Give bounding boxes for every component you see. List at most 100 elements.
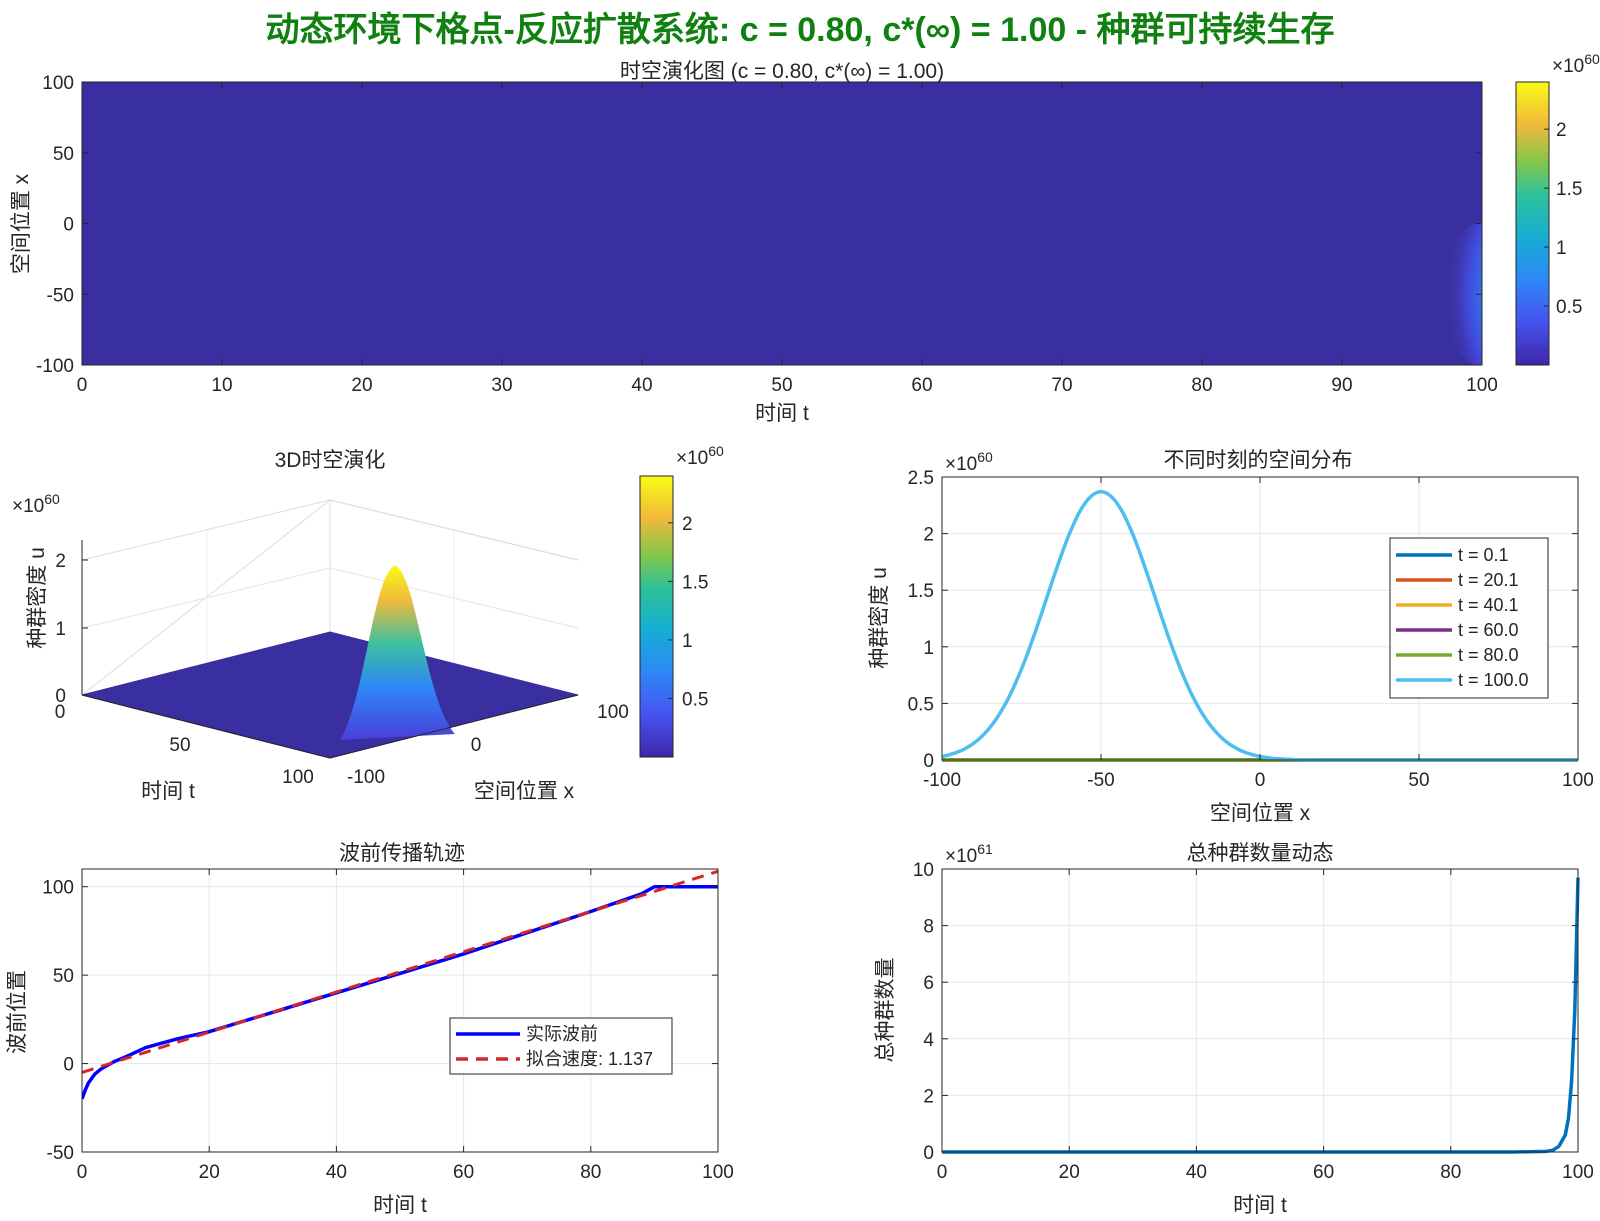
y-tick-label: 10 — [913, 860, 934, 881]
y-tick-label: 2.5 — [908, 468, 934, 489]
spatial-panel: 不同时刻的空间分布 -100 -50 0 50 100 0 0.5 1 1.5 2 2.5 ×10… — [868, 449, 1594, 825]
y-tick-label: 0 — [923, 751, 934, 772]
x-tick-label: 100 — [1466, 375, 1498, 396]
legend-entry: 实际波前 — [526, 1024, 598, 1044]
y-tick-label: 1 — [923, 638, 934, 659]
x-tick-label: 60 — [1313, 1162, 1334, 1183]
surface-colorbar-exponent: ×1060 — [676, 443, 724, 469]
x-tick-label: 80 — [1191, 375, 1212, 396]
x-tick-label: 20 — [351, 375, 372, 396]
legend-entry: t = 100.0 — [1458, 670, 1529, 690]
y-tick-label: 0 — [63, 1055, 74, 1076]
x-tick-label: 80 — [1440, 1162, 1461, 1183]
legend-entry: t = 0.1 — [1458, 545, 1509, 565]
population-ylabel: 总种群数量 — [874, 958, 897, 1063]
spatial-legend: t = 0.1 t = 20.1 t = 40.1 t = 60.0 t = 80.0 t… — [1389, 537, 1549, 699]
y-tick-label: 50 — [53, 966, 74, 987]
spatial-title: 不同时刻的空间分布 — [1164, 449, 1353, 472]
y-tick-label: 0 — [63, 215, 74, 236]
heatmap-hotspot — [1444, 222, 1482, 365]
y-tick-label: -50 — [47, 1143, 74, 1164]
x-tick-label: 20 — [199, 1162, 220, 1183]
colorbar-tick-label: 1.5 — [682, 572, 708, 593]
x-tick-label: 100 — [702, 1162, 734, 1183]
colorbar-tick-label: 1 — [682, 631, 693, 652]
x-tick-label: 0 — [77, 375, 88, 396]
y-tick-label: 0.5 — [908, 694, 934, 715]
z-tick-label: 0 — [55, 686, 66, 707]
x-tick-label: 100 — [1562, 1162, 1594, 1183]
x-tick-label: 40 — [326, 1162, 347, 1183]
surface-x-tick: -100 — [347, 767, 385, 788]
y-tick-label: 8 — [923, 917, 934, 938]
colorbar-tick-label: 1 — [1556, 238, 1567, 259]
y-tick-label: 2 — [923, 1086, 934, 1107]
surface-x-tick: 100 — [597, 702, 629, 723]
x-tick-label: 0 — [1255, 770, 1266, 791]
wavefront-xlabel: 时间 t — [373, 1194, 427, 1217]
surface-floor — [81, 631, 579, 759]
colorbar-tick-label: 0.5 — [1556, 297, 1582, 318]
surface-title: 3D时空演化 — [275, 449, 386, 472]
x-tick-label: 0 — [937, 1162, 948, 1183]
x-tick-label: -50 — [1087, 770, 1114, 791]
x-tick-label: 0 — [77, 1162, 88, 1183]
y-tick-label: 1.5 — [908, 581, 934, 602]
wavefront-ylabel: 波前位置 — [6, 970, 29, 1054]
heatmap-panel: 时空演化图 (c = 0.80, c*(∞) = 1.00) 0 10 20 30 40… — [10, 51, 1600, 425]
surface-panel: 3D时空演化 0 1 2 ×1060 0 50 100 -100 0 100 时间 … — [12, 443, 724, 803]
spatial-ylabel: 种群密度 u — [868, 567, 891, 669]
x-tick-label: 100 — [1562, 770, 1594, 791]
y-tick-label: 50 — [53, 144, 74, 165]
x-tick-label: 60 — [453, 1162, 474, 1183]
figure-suptitle: 动态环境下格点-反应扩散系统: c = 0.80, c*(∞) = 1.00 -… — [265, 11, 1335, 49]
y-tick-label: 4 — [923, 1030, 934, 1051]
x-tick-label: 70 — [1051, 375, 1072, 396]
x-tick-label: -100 — [923, 770, 961, 791]
x-tick-label: 50 — [1408, 770, 1429, 791]
x-tick-label: 10 — [211, 375, 232, 396]
x-tick-label: 30 — [491, 375, 512, 396]
x-tick-label: 20 — [1059, 1162, 1080, 1183]
z-tick-label: 1 — [55, 619, 66, 640]
surface-colorbar — [639, 475, 674, 758]
heatmap-colorbar — [1515, 81, 1550, 366]
x-tick-label: 90 — [1331, 375, 1352, 396]
legend-entry: t = 40.1 — [1458, 595, 1519, 615]
y-tick-label: -50 — [47, 285, 74, 306]
fit-line — [82, 869, 718, 1074]
heatmap-colorbar-exponent: ×1060 — [1552, 51, 1600, 77]
x-tick-label: 50 — [771, 375, 792, 396]
x-tick-label: 40 — [1186, 1162, 1207, 1183]
surface-x-tick: 0 — [471, 735, 482, 756]
legend-box — [1389, 537, 1549, 699]
x-tick-label: 80 — [580, 1162, 601, 1183]
surface-t-tick: 100 — [282, 767, 314, 788]
legend-entry: t = 20.1 — [1458, 570, 1519, 590]
heatmap-xlabel: 时间 t — [755, 402, 809, 425]
colorbar-tick-label: 1.5 — [1556, 179, 1582, 200]
surface-zlabel: 种群密度 u — [26, 547, 49, 649]
surface-peak — [340, 565, 455, 740]
population-xlabel: 时间 t — [1233, 1194, 1287, 1217]
legend-entry: t = 80.0 — [1458, 645, 1519, 665]
z-tick-label: 2 — [55, 551, 66, 572]
heatmap-background — [82, 82, 1482, 365]
legend-entry: 拟合速度: 1.137 — [526, 1049, 653, 1069]
colorbar-tick-label: 0.5 — [682, 689, 708, 710]
y-tick-label: 2 — [923, 525, 934, 546]
spatial-xlabel: 空间位置 x — [1210, 802, 1311, 825]
surface-t-tick: 50 — [169, 735, 190, 756]
population-title: 总种群数量动态 — [1187, 842, 1334, 865]
y-tick-label: 100 — [42, 878, 74, 899]
surface-z-exponent: ×1060 — [12, 491, 60, 517]
y-tick-label: -100 — [36, 356, 74, 377]
surface-xlabel: 时间 t — [141, 780, 195, 803]
surface-ylabel: 空间位置 x — [474, 780, 575, 803]
colorbar-tick-label: 2 — [682, 514, 693, 535]
heatmap-title: 时空演化图 (c = 0.80, c*(∞) = 1.00) — [620, 60, 944, 83]
